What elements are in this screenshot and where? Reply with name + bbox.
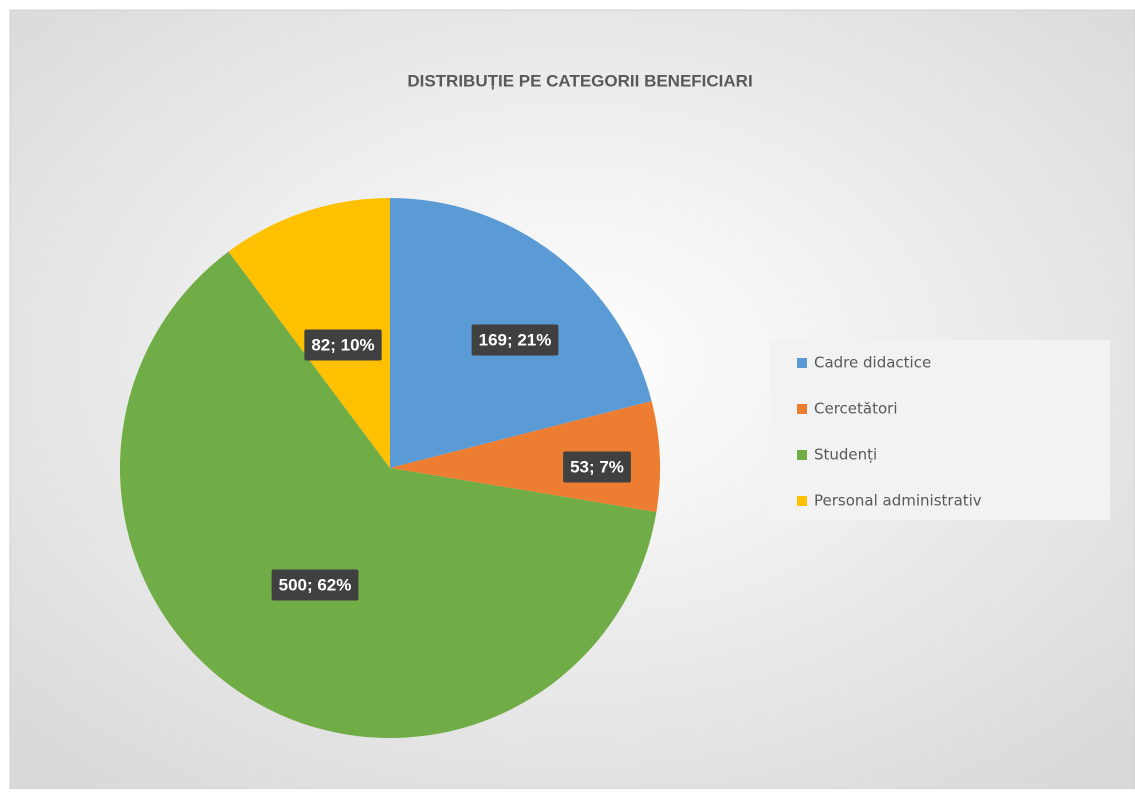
pie-slice [390,401,661,513]
data-label: 82; 10% [311,335,374,354]
chart-title: DISTRIBUȚIE PE CATEGORII BENEFICIARI [407,71,752,90]
legend-swatch [797,450,807,460]
legend-swatch [797,496,807,506]
legend-label: Studenți [814,446,877,464]
data-label-box [304,329,382,361]
legend-box [770,340,1110,520]
data-label-box [471,324,559,356]
data-label: 53; 7% [570,457,624,476]
pie-slice [120,251,657,738]
legend-label: Cadre didactice [814,354,931,372]
data-label-box [271,569,359,601]
data-label-box [563,451,631,483]
legend-label: Cercetători [814,400,897,418]
data-label: 169; 21% [479,330,552,349]
legend-label: Personal administrativ [814,492,982,510]
legend-swatch [797,358,807,368]
data-label: 500; 62% [279,575,352,594]
legend-swatch [797,404,807,414]
